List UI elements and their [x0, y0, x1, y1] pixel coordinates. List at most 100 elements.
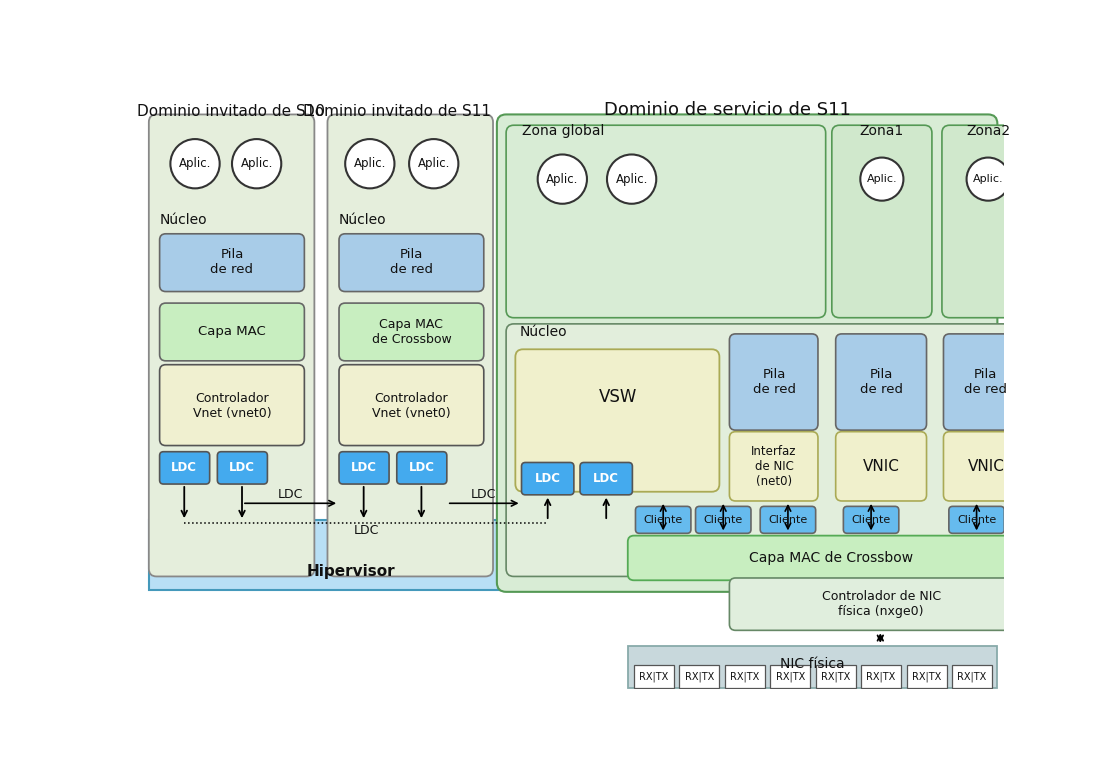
- Text: LDC: LDC: [171, 461, 197, 474]
- Text: LDC: LDC: [278, 488, 303, 502]
- FancyBboxPatch shape: [836, 432, 927, 501]
- Bar: [725, 665, 764, 688]
- Text: RX|TX: RX|TX: [821, 671, 850, 682]
- Text: LDC: LDC: [593, 472, 619, 485]
- FancyBboxPatch shape: [730, 334, 818, 430]
- Text: Controlador de NIC
física (nxge0): Controlador de NIC física (nxge0): [821, 590, 941, 618]
- Text: Aplic.: Aplic.: [972, 174, 1004, 184]
- FancyBboxPatch shape: [730, 432, 818, 501]
- Text: RX|TX: RX|TX: [912, 671, 941, 682]
- FancyBboxPatch shape: [628, 536, 1034, 580]
- FancyBboxPatch shape: [730, 578, 1032, 630]
- Bar: [770, 665, 810, 688]
- FancyBboxPatch shape: [831, 125, 932, 317]
- Text: Dominio de servicio de S11: Dominio de servicio de S11: [604, 101, 852, 118]
- Bar: [952, 665, 991, 688]
- FancyBboxPatch shape: [339, 303, 483, 361]
- Text: LDC: LDC: [229, 461, 255, 474]
- Circle shape: [967, 158, 1009, 200]
- Text: Dominio invitado de S10: Dominio invitado de S10: [138, 104, 326, 118]
- Bar: [628, 646, 997, 688]
- FancyBboxPatch shape: [696, 506, 751, 533]
- Text: Cliente: Cliente: [852, 515, 891, 526]
- Text: LDC: LDC: [354, 524, 378, 536]
- Text: Aplic.: Aplic.: [546, 173, 579, 186]
- Text: Controlador
Vnet (vnet0): Controlador Vnet (vnet0): [192, 392, 271, 420]
- Text: Aplic.: Aplic.: [615, 173, 648, 186]
- Text: Dominio invitado de S11: Dominio invitado de S11: [303, 104, 491, 118]
- FancyBboxPatch shape: [943, 334, 1028, 430]
- Text: Zona1: Zona1: [859, 125, 904, 139]
- FancyBboxPatch shape: [397, 452, 446, 484]
- Text: LDC: LDC: [350, 461, 377, 474]
- Text: Pila
de red: Pila de red: [210, 248, 254, 276]
- Text: VSW: VSW: [599, 388, 637, 406]
- FancyBboxPatch shape: [844, 506, 899, 533]
- Text: Controlador
Vnet (vnet0): Controlador Vnet (vnet0): [373, 392, 451, 420]
- Text: Cliente: Cliente: [704, 515, 743, 526]
- FancyBboxPatch shape: [506, 125, 826, 317]
- Bar: [634, 665, 674, 688]
- Text: RX|TX: RX|TX: [775, 671, 805, 682]
- Bar: [816, 665, 856, 688]
- FancyBboxPatch shape: [636, 506, 690, 533]
- Text: Pila
de red: Pila de red: [859, 368, 903, 396]
- Circle shape: [345, 139, 395, 188]
- Text: VNIC: VNIC: [968, 459, 1004, 474]
- Text: Aplic.: Aplic.: [354, 157, 386, 170]
- Bar: [149, 520, 991, 590]
- Text: Núcleo: Núcleo: [339, 213, 387, 227]
- Text: Aplic.: Aplic.: [179, 157, 211, 170]
- FancyBboxPatch shape: [506, 324, 1034, 577]
- FancyBboxPatch shape: [942, 125, 1034, 317]
- Text: LDC: LDC: [408, 461, 434, 474]
- Text: Capa MAC de Crossbow: Capa MAC de Crossbow: [749, 551, 913, 565]
- FancyBboxPatch shape: [339, 234, 483, 292]
- Text: NIC física: NIC física: [780, 657, 845, 671]
- FancyBboxPatch shape: [836, 334, 927, 430]
- FancyBboxPatch shape: [949, 506, 1005, 533]
- Bar: [679, 665, 720, 688]
- Text: Capa MAC: Capa MAC: [198, 325, 266, 338]
- Text: Núcleo: Núcleo: [160, 213, 207, 227]
- Text: RX|TX: RX|TX: [685, 671, 714, 682]
- FancyBboxPatch shape: [497, 115, 997, 592]
- Circle shape: [232, 139, 281, 188]
- Text: VNIC: VNIC: [863, 459, 900, 474]
- Circle shape: [861, 158, 903, 200]
- FancyBboxPatch shape: [160, 303, 304, 361]
- FancyBboxPatch shape: [943, 432, 1028, 501]
- Circle shape: [170, 139, 219, 188]
- Text: Zona global: Zona global: [521, 125, 604, 139]
- Text: Cliente: Cliente: [643, 515, 683, 526]
- Text: Interfaz
de NIC
(net0): Interfaz de NIC (net0): [751, 445, 797, 488]
- Circle shape: [606, 155, 656, 204]
- Text: Cliente: Cliente: [769, 515, 808, 526]
- Text: Aplic.: Aplic.: [417, 157, 450, 170]
- FancyBboxPatch shape: [580, 463, 632, 495]
- FancyBboxPatch shape: [160, 452, 209, 484]
- Circle shape: [538, 155, 587, 204]
- Text: Hipervisor: Hipervisor: [307, 564, 395, 579]
- Text: Zona2: Zona2: [966, 125, 1010, 139]
- Text: Capa MAC
de Crossbow: Capa MAC de Crossbow: [372, 317, 451, 345]
- Text: RX|TX: RX|TX: [731, 671, 760, 682]
- Text: LDC: LDC: [471, 488, 497, 502]
- Text: Cliente: Cliente: [957, 515, 996, 526]
- Text: Pila
de red: Pila de red: [753, 368, 796, 396]
- Circle shape: [410, 139, 459, 188]
- Text: RX|TX: RX|TX: [866, 671, 895, 682]
- FancyBboxPatch shape: [160, 365, 304, 446]
- FancyBboxPatch shape: [516, 349, 720, 491]
- Text: RX|TX: RX|TX: [958, 671, 987, 682]
- FancyBboxPatch shape: [339, 365, 483, 446]
- Text: Núcleo: Núcleo: [520, 324, 567, 338]
- FancyBboxPatch shape: [760, 506, 816, 533]
- FancyBboxPatch shape: [521, 463, 574, 495]
- Text: Aplic.: Aplic.: [241, 157, 273, 170]
- Bar: [906, 665, 947, 688]
- FancyBboxPatch shape: [217, 452, 267, 484]
- FancyBboxPatch shape: [328, 115, 493, 577]
- Text: RX|TX: RX|TX: [639, 671, 668, 682]
- Text: Aplic.: Aplic.: [866, 174, 897, 184]
